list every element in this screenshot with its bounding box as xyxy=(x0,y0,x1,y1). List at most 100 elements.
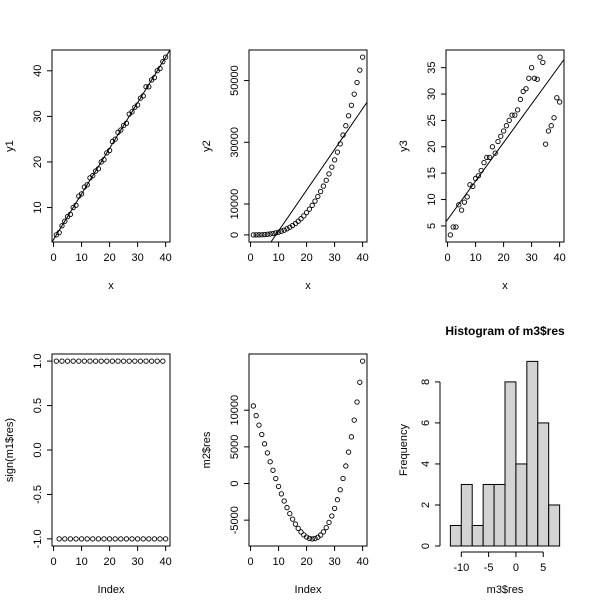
point xyxy=(81,358,88,364)
chart-title: Histogram of m3$res xyxy=(445,324,565,338)
point xyxy=(323,525,329,531)
point xyxy=(98,358,104,364)
point xyxy=(537,54,543,60)
x-tick-label: 0 xyxy=(51,556,57,568)
point xyxy=(259,431,265,438)
histogram-bar xyxy=(537,422,550,547)
point xyxy=(456,202,462,208)
point xyxy=(129,109,135,115)
point xyxy=(275,483,282,490)
x-tick-label: 30 xyxy=(131,252,143,264)
point xyxy=(520,88,526,95)
point xyxy=(303,210,310,216)
point xyxy=(278,491,285,497)
plot-box xyxy=(248,49,368,243)
point xyxy=(287,510,293,517)
point xyxy=(281,498,287,504)
point xyxy=(87,358,93,364)
point xyxy=(531,75,538,81)
point xyxy=(259,232,265,238)
point xyxy=(56,536,62,542)
point xyxy=(298,216,304,222)
histogram-bar xyxy=(504,381,517,547)
point xyxy=(484,154,490,160)
y-tick-label: 5000 xyxy=(229,435,241,459)
histogram-bar xyxy=(482,483,495,547)
point xyxy=(112,536,118,542)
point xyxy=(261,231,268,238)
point xyxy=(317,188,324,195)
point xyxy=(264,450,271,456)
point xyxy=(309,536,315,542)
point xyxy=(489,144,496,150)
y-tick-label: 10000 xyxy=(229,395,241,426)
point xyxy=(551,115,557,121)
point xyxy=(503,123,510,129)
point xyxy=(92,358,99,364)
histogram-bar xyxy=(548,504,561,547)
point xyxy=(118,127,124,133)
y-tick-label: 0.5 xyxy=(32,398,44,413)
point xyxy=(348,434,355,440)
point xyxy=(548,123,554,129)
point xyxy=(528,65,535,71)
point xyxy=(343,463,349,469)
point xyxy=(526,75,532,81)
point xyxy=(264,231,271,237)
x-tick-label: 0 xyxy=(513,562,519,574)
y-tick-label: 8 xyxy=(420,379,432,385)
x-axis-label: Index xyxy=(295,584,322,596)
point xyxy=(320,529,327,535)
y-tick-label: 20 xyxy=(32,156,44,168)
point xyxy=(151,536,158,542)
point xyxy=(309,202,315,208)
point xyxy=(340,475,346,482)
x-tick-label: -5 xyxy=(484,562,494,574)
point xyxy=(115,358,121,364)
point xyxy=(345,113,352,119)
point xyxy=(357,67,363,73)
point xyxy=(261,441,268,447)
point xyxy=(90,172,96,179)
point xyxy=(357,379,363,385)
point xyxy=(506,117,512,124)
point xyxy=(267,459,273,465)
point xyxy=(62,536,68,542)
point xyxy=(109,358,116,364)
point xyxy=(492,150,498,156)
x-tick-label: 20 xyxy=(300,556,312,568)
point xyxy=(281,227,287,233)
point xyxy=(534,76,540,82)
x-tick-label: 30 xyxy=(131,556,143,568)
point xyxy=(303,534,310,540)
x-axis-label: m3$res xyxy=(487,584,524,596)
point xyxy=(140,536,146,542)
x-tick-label: 10 xyxy=(272,252,284,264)
point xyxy=(323,177,329,183)
point xyxy=(514,107,521,113)
plot-box xyxy=(445,49,565,243)
point xyxy=(84,182,90,188)
y-axis-label: sign(m1$res) xyxy=(4,418,16,482)
point xyxy=(132,358,138,364)
y-tick-label: 10 xyxy=(426,193,438,205)
x-tick-label: 40 xyxy=(160,556,172,568)
histogram-bar xyxy=(471,524,484,547)
plot-box xyxy=(51,49,171,243)
x-tick-label: 0 xyxy=(248,556,254,568)
y-axis-label: y2 xyxy=(201,140,213,152)
y-tick-label: 25 xyxy=(426,114,438,126)
point xyxy=(334,149,341,155)
regression-line xyxy=(52,50,170,242)
point xyxy=(542,141,549,147)
y-tick-label: -1.0 xyxy=(32,529,44,548)
histogram-bar xyxy=(526,360,539,547)
point xyxy=(284,504,290,511)
point xyxy=(106,536,113,542)
point xyxy=(256,232,262,238)
point xyxy=(160,358,166,364)
x-axis-label: x xyxy=(502,280,508,292)
x-tick-label: 10 xyxy=(75,556,87,568)
point xyxy=(326,171,332,177)
y-tick-label: 20 xyxy=(426,141,438,153)
